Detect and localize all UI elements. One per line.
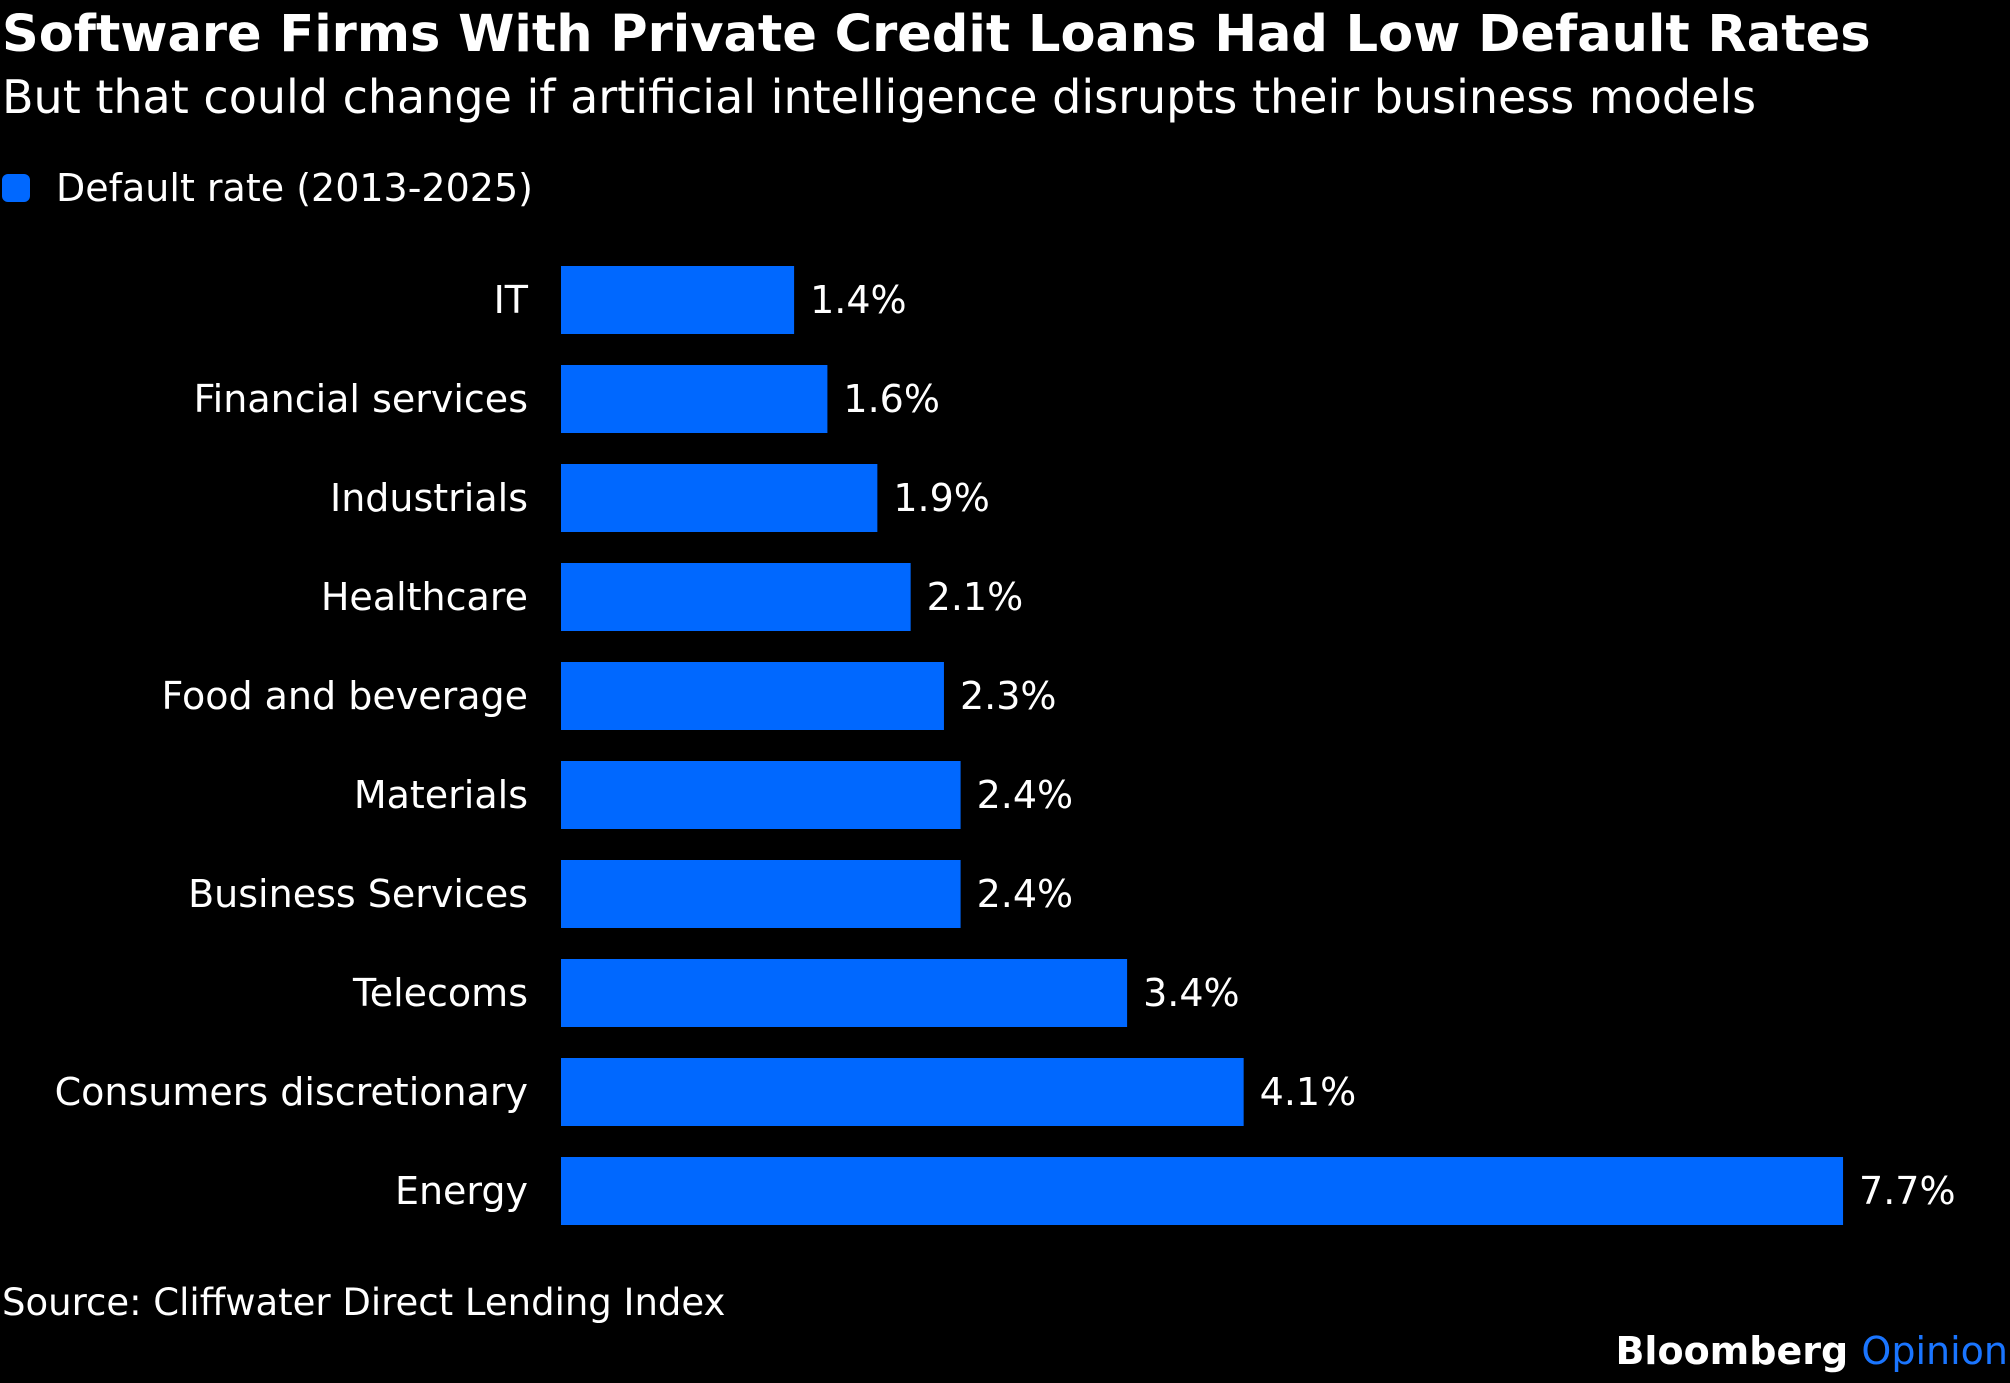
bar [561, 959, 1128, 1027]
category-label: IT [494, 278, 529, 322]
source-note: Source: Cliffwater Direct Lending Index [2, 1281, 726, 1324]
brand-secondary: Opinion [1861, 1329, 2008, 1373]
bar [561, 860, 961, 928]
value-label: 2.1% [927, 575, 1024, 619]
bar [561, 761, 961, 829]
legend-label: Default rate (2013-2025) [56, 166, 533, 210]
bar [561, 365, 828, 433]
value-label: 3.4% [1143, 971, 1240, 1015]
category-label: Energy [395, 1169, 528, 1213]
bar [561, 464, 878, 532]
bar [561, 662, 944, 730]
brand-logo: Bloomberg Opinion [1615, 1325, 2008, 1377]
value-label: 1.6% [843, 377, 940, 421]
category-label: Industrials [330, 476, 528, 520]
value-label: 7.7% [1859, 1169, 1956, 1213]
chart-subtitle: But that could change if artificial inte… [2, 70, 1757, 124]
bar [561, 1157, 1844, 1225]
value-label: 2.3% [960, 674, 1057, 718]
value-label: 1.9% [893, 476, 990, 520]
value-label: 2.4% [977, 773, 1074, 817]
category-label: Financial services [194, 377, 528, 421]
category-label: Consumers discretionary [55, 1070, 528, 1114]
chart-title: Software Firms With Private Credit Loans… [2, 5, 1871, 64]
legend: Default rate (2013-2025) [2, 160, 533, 216]
brand-primary: Bloomberg [1615, 1329, 1849, 1373]
category-label: Materials [354, 773, 528, 817]
bar [561, 1058, 1244, 1126]
category-label: Telecoms [352, 971, 528, 1015]
category-label: Business Services [188, 872, 528, 916]
legend-swatch [2, 174, 30, 202]
category-label: Healthcare [321, 575, 528, 619]
value-label: 1.4% [810, 278, 907, 322]
value-label: 4.1% [1260, 1070, 1357, 1114]
bar [561, 266, 795, 334]
value-label: 2.4% [977, 872, 1074, 916]
bar [561, 563, 911, 631]
category-label: Food and beverage [161, 674, 528, 718]
